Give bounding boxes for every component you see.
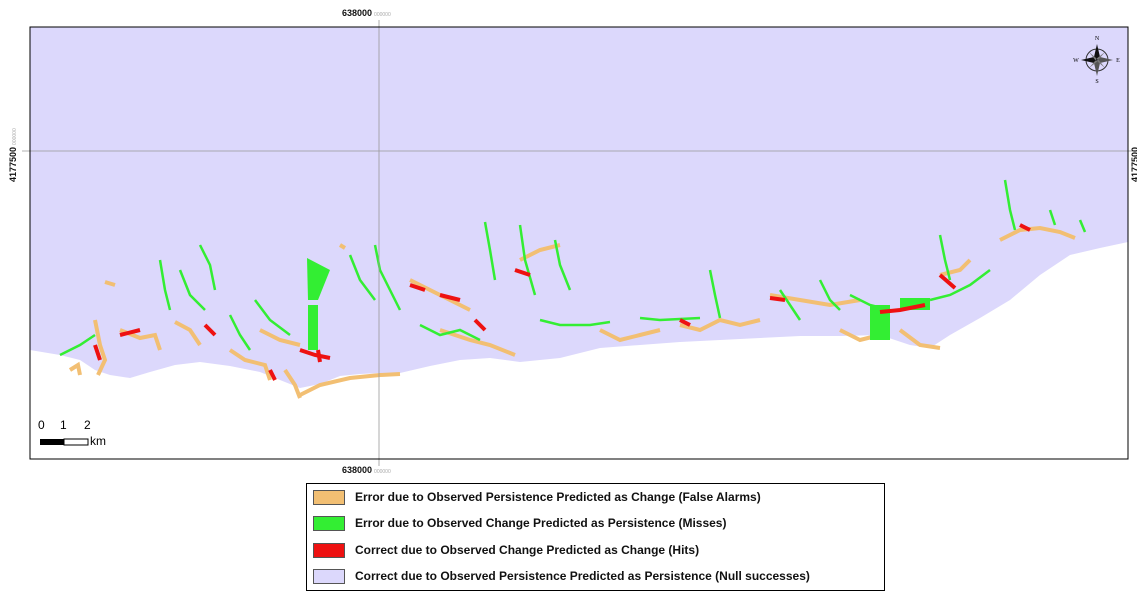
compass-s-label: S <box>1095 79 1098 85</box>
coord-top-x: 638000 000000 <box>342 8 391 18</box>
legend-swatch-misses <box>313 515 345 531</box>
legend-item-null-successes: Correct due to Observed Persistence Pred… <box>313 566 810 586</box>
scale-bar <box>40 438 89 446</box>
map-border <box>29 26 1129 460</box>
coord-right-y-value: 4177500 <box>1130 146 1137 182</box>
compass-e-label: E <box>1116 58 1120 64</box>
legend-label-hits: Correct due to Observed Change Predicted… <box>355 543 700 557</box>
coord-right-y: 4177500 <box>1130 147 1137 182</box>
compass-rose-icon <box>1081 44 1113 76</box>
legend-label-null-successes: Correct due to Observed Persistence Pred… <box>355 569 810 583</box>
coord-bottom-x-small: 000000 <box>374 469 391 475</box>
legend: Error due to Observed Persistence Predic… <box>306 483 885 591</box>
coord-left-y-value: 4177500 <box>8 146 18 182</box>
legend-swatch-hits <box>313 542 345 558</box>
coord-bottom-x: 638000 000000 <box>342 465 391 475</box>
map-frame: N S E W <box>22 20 1137 466</box>
coord-left-y-small: 000000 <box>12 128 18 145</box>
coord-bottom-x-value: 638000 <box>342 465 373 475</box>
legend-item-hits: Correct due to Observed Change Predicted… <box>313 540 699 560</box>
scale-tick-0: 0 <box>38 418 45 432</box>
misses-blocks <box>307 258 930 350</box>
hits-layer <box>93 223 1031 381</box>
coord-top-x-small: 000000 <box>374 12 391 18</box>
legend-item-false-alarms: Error due to Observed Persistence Predic… <box>313 487 761 507</box>
legend-item-misses: Error due to Observed Change Predicted a… <box>313 513 726 533</box>
scale-tick-1: 1 <box>60 418 67 432</box>
land-area <box>30 242 1128 459</box>
legend-label-false-alarms: Error due to Observed Persistence Predic… <box>355 490 761 504</box>
compass-n-label: N <box>1095 36 1100 42</box>
legend-swatch-null-successes <box>313 568 345 584</box>
scale-unit: km <box>90 434 106 448</box>
coord-top-x-value: 638000 <box>342 8 373 18</box>
legend-label-misses: Error due to Observed Change Predicted a… <box>355 516 727 530</box>
false-alarms-layer <box>68 225 1076 399</box>
legend-swatch-false-alarms <box>313 489 345 505</box>
compass-w-label: W <box>1073 58 1079 64</box>
scale-tick-2: 2 <box>84 418 91 432</box>
coord-left-y: 4177500000000 <box>8 128 18 182</box>
misses-layer <box>59 179 1087 357</box>
